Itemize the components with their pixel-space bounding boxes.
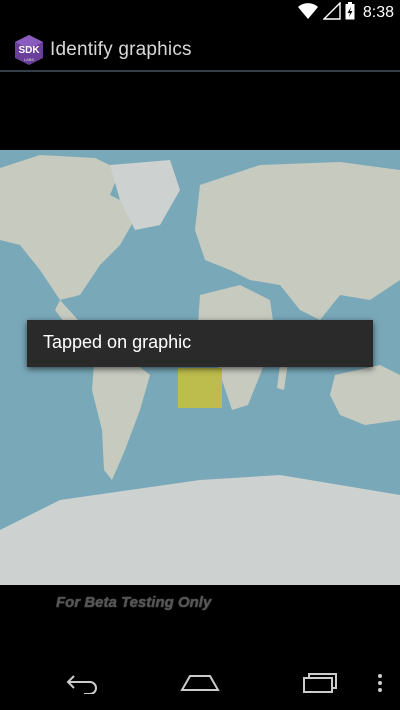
antarctica-land: [0, 475, 400, 585]
status-icons: 8:38: [297, 0, 394, 25]
wifi-icon: [297, 2, 319, 25]
map-view[interactable]: [0, 150, 400, 585]
home-icon: [180, 672, 220, 699]
beta-watermark: For Beta Testing Only: [56, 594, 212, 611]
battery-icon: [345, 1, 355, 25]
app-icon[interactable]: SDK LABS: [13, 34, 45, 66]
app-icon-text: SDK: [18, 45, 40, 56]
world-map: [0, 155, 400, 585]
action-bar: SDK LABS Identify graphics: [0, 26, 400, 72]
south-america-land: [92, 350, 150, 480]
north-america-land: [0, 155, 140, 300]
overflow-menu-button[interactable]: [360, 670, 400, 700]
app-icon-subtext: LABS: [24, 57, 35, 62]
eurasia-land: [195, 162, 400, 320]
madagascar-land: [277, 362, 288, 390]
greenland-land: [110, 160, 180, 230]
home-button[interactable]: [170, 670, 230, 700]
status-bar: 8:38: [0, 0, 400, 26]
back-button[interactable]: [52, 670, 112, 700]
tapped-graphic: [178, 368, 222, 408]
status-time: 8:38: [362, 4, 394, 21]
app-title: Identify graphics: [50, 39, 192, 60]
signal-icon: [322, 0, 341, 25]
toast-message: Tapped on graphic: [43, 332, 192, 352]
overflow-menu-icon: [377, 673, 383, 698]
back-icon: [64, 672, 100, 699]
action-bar-divider: [0, 70, 400, 72]
map-dim-overlay: [0, 150, 400, 585]
recents-button[interactable]: [290, 670, 350, 700]
toast: Tapped on graphic: [27, 320, 373, 367]
recents-icon: [302, 672, 338, 699]
australia-land: [330, 365, 400, 425]
navigation-bar: [0, 660, 400, 710]
